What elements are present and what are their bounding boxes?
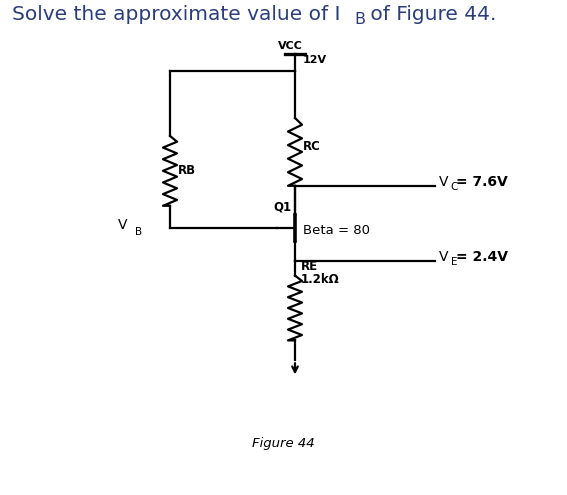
Text: VCC: VCC xyxy=(278,41,302,51)
Text: C: C xyxy=(451,182,458,192)
Text: Figure 44: Figure 44 xyxy=(252,437,314,449)
Text: B: B xyxy=(135,227,142,237)
Text: 12V: 12V xyxy=(303,55,327,65)
Text: = 7.6V: = 7.6V xyxy=(456,175,508,189)
Text: RB: RB xyxy=(178,164,196,177)
Text: 1.2kΩ: 1.2kΩ xyxy=(301,273,340,286)
Text: RE: RE xyxy=(301,259,318,273)
Text: B: B xyxy=(354,12,366,27)
Text: V: V xyxy=(118,218,128,232)
Text: = 2.4V: = 2.4V xyxy=(456,249,509,264)
Text: V: V xyxy=(439,175,448,189)
Text: V: V xyxy=(439,249,448,264)
Text: E: E xyxy=(451,256,457,267)
Text: Solve the approximate value of I: Solve the approximate value of I xyxy=(12,5,341,24)
Text: of Figure 44.: of Figure 44. xyxy=(363,5,496,24)
Text: Q1: Q1 xyxy=(273,201,291,214)
Text: RC: RC xyxy=(303,141,321,153)
Text: Beta = 80: Beta = 80 xyxy=(303,224,370,237)
